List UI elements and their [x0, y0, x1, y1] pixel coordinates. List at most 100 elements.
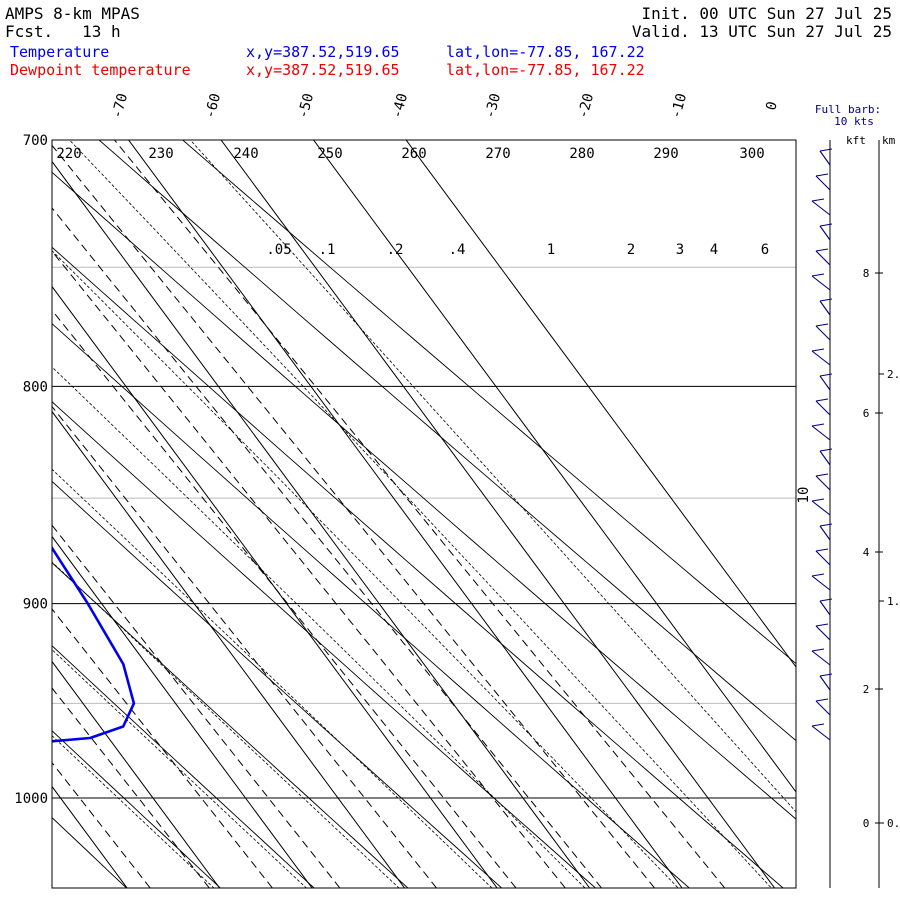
isotherm-0 — [52, 160, 591, 888]
km-tick-label-2: 0. — [887, 817, 900, 830]
theta-label-230: 230 — [148, 146, 173, 162]
barb-speed-label: 10 kts — [834, 115, 874, 128]
wind-barb-flag — [811, 273, 825, 277]
wind-barb-flag — [815, 323, 829, 327]
kft-tick-label-8: 8 — [863, 267, 870, 280]
wind-barb — [815, 700, 831, 716]
theta-label-270: 270 — [485, 146, 510, 162]
pressure-label-1000: 1000 — [14, 791, 48, 807]
wind-barb — [811, 575, 831, 591]
mixing-ratio-label-3: .4 — [449, 242, 466, 258]
plot-frame — [51, 139, 797, 889]
mixing-ratio-label-2: .2 — [387, 242, 404, 258]
wind-barb — [819, 300, 831, 316]
isotherm-label--50: -50 — [295, 92, 317, 121]
theta-label-290: 290 — [653, 146, 678, 162]
wind-barb — [811, 425, 831, 441]
dry-adiabat-290 — [52, 246, 784, 888]
kft-tick-label-6: 6 — [863, 407, 870, 420]
theta-label-240: 240 — [233, 146, 258, 162]
moist-adiabat-2 — [52, 561, 400, 888]
dry-adiabat-210 — [0, 114, 51, 900]
wind-barb-flag — [815, 173, 829, 177]
wind-barb — [819, 150, 831, 166]
isotherm-label--60: -60 — [202, 92, 224, 121]
valid-time: Valid. 13 UTC Sun 27 Jul 25 — [631, 22, 892, 41]
wind-barb-flag — [811, 198, 825, 202]
theta-label-300: 300 — [739, 146, 764, 162]
isotherm--30 — [52, 535, 313, 888]
km-tick-label-1: 1. — [887, 595, 900, 608]
wind-barb — [815, 175, 831, 191]
isotherm--20 — [52, 410, 406, 888]
isotherm--40 — [52, 660, 221, 888]
wind-barb — [815, 250, 831, 266]
moist-adiabat-7 — [189, 140, 796, 813]
pressure-label-800: 800 — [23, 379, 48, 395]
isotherm--60 — [0, 113, 35, 888]
mixing-ratio-label-8: 6 — [761, 242, 769, 258]
wind-barb — [811, 275, 831, 291]
isotherm-10 — [127, 140, 683, 888]
mixing-ratio-line-2 — [52, 608, 273, 888]
isotherm-40 — [405, 140, 796, 668]
legend-temperature-name: Temperature — [10, 43, 110, 61]
mixing-ratio-label-7: 4 — [710, 242, 718, 258]
legend-temperature-latlon: lat,lon=-77.85, 167.22 — [446, 43, 645, 61]
mixing-ratio-label-6: 3 — [676, 242, 684, 258]
moist-adiabat-6 — [68, 140, 772, 888]
wind-barb-flag — [819, 223, 833, 227]
wind-barb-flag — [819, 673, 833, 677]
kft-tick-label-4: 4 — [863, 546, 870, 559]
wind-barb-flag — [819, 148, 833, 152]
moist-adiabat-1 — [52, 649, 307, 888]
isotherm--10 — [52, 285, 498, 888]
kft-tick-label-2: 2 — [863, 683, 870, 696]
isotherm-label--70: -70 — [109, 92, 131, 121]
wind-barb — [811, 200, 831, 216]
moist-adiabat-3 — [52, 468, 493, 888]
wind-barb-flag — [815, 398, 829, 402]
wind-barb — [819, 525, 831, 541]
wind-barb — [819, 375, 831, 391]
dry-adiabat-220 — [52, 817, 128, 888]
wind-barb-flag — [811, 348, 825, 352]
wind-barb-flag — [811, 573, 825, 577]
wind-barb — [815, 400, 831, 416]
mixing-ratio-label-0: .05 — [266, 242, 291, 258]
isotherm-label--40: -40 — [389, 92, 411, 121]
wind-barb — [819, 225, 831, 241]
mixing-ratio-label-1: .1 — [319, 242, 336, 258]
kft-axis-label: kft — [846, 134, 866, 147]
wind-barb — [815, 325, 831, 341]
isotherm-20 — [220, 140, 776, 888]
dry-adiabat-310 — [98, 140, 796, 742]
wind-barb-flag — [815, 623, 829, 627]
km-axis-label: km — [882, 134, 896, 147]
forecast-hour: Fcst. 13 h — [5, 22, 121, 41]
pressure-label-900: 900 — [23, 597, 48, 613]
wind-barb-flag — [811, 423, 825, 427]
kft-tick-label-0: 0 — [863, 817, 870, 830]
mixing-ratio-line-1 — [52, 687, 210, 888]
wind-barb-flag — [811, 723, 825, 727]
mixing-ratio-line-9 — [114, 140, 726, 888]
legend-dewpoint-xy: x,y=387.52,519.65 — [246, 61, 400, 79]
wind-barb-flag — [811, 498, 825, 502]
isotherm-label-0: 0 — [763, 100, 781, 112]
mixing-ratio-label-9: 10 — [796, 487, 812, 504]
moist-adiabat-0 — [52, 735, 215, 888]
dewpoint-line — [0, 140, 7, 746]
dry-adiabat-250 — [52, 562, 409, 888]
init-time: Init. 00 UTC Sun 27 Jul 25 — [641, 4, 892, 23]
theta-label-260: 260 — [401, 146, 426, 162]
wind-barb-flag — [815, 548, 829, 552]
wind-barb-flag — [815, 698, 829, 702]
wind-barb — [815, 625, 831, 641]
wind-barb — [819, 450, 831, 466]
dry-adiabat-300 — [52, 171, 796, 820]
isotherm-label--20: -20 — [575, 92, 597, 121]
wind-barb-flag — [815, 473, 829, 477]
